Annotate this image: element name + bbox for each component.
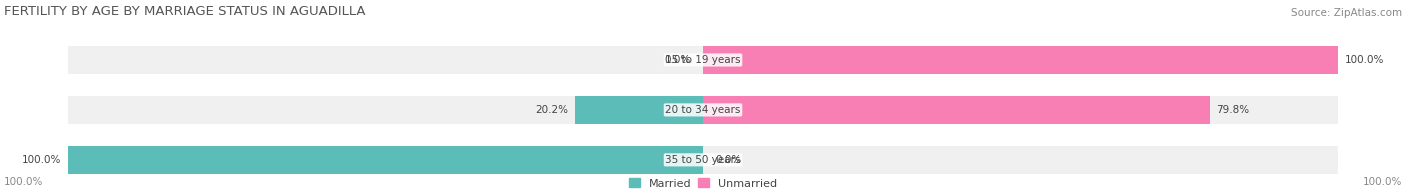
Text: FERTILITY BY AGE BY MARRIAGE STATUS IN AGUADILLA: FERTILITY BY AGE BY MARRIAGE STATUS IN A… — [4, 5, 366, 17]
Bar — [67, 146, 703, 174]
Bar — [703, 146, 1339, 174]
Text: 20 to 34 years: 20 to 34 years — [665, 105, 741, 115]
Bar — [67, 96, 703, 124]
Bar — [67, 46, 703, 74]
Text: 0.0%: 0.0% — [664, 55, 690, 65]
Bar — [575, 96, 703, 124]
Bar — [703, 96, 1339, 124]
Text: 15 to 19 years: 15 to 19 years — [665, 55, 741, 65]
Bar — [703, 46, 1339, 74]
Text: 35 to 50 years: 35 to 50 years — [665, 155, 741, 165]
Text: 20.2%: 20.2% — [536, 105, 568, 115]
Text: Source: ZipAtlas.com: Source: ZipAtlas.com — [1291, 7, 1402, 17]
Bar — [703, 96, 1211, 124]
Text: 0.0%: 0.0% — [716, 155, 742, 165]
Legend: Married, Unmarried: Married, Unmarried — [624, 174, 782, 193]
Text: 79.8%: 79.8% — [1216, 105, 1250, 115]
Text: 100.0%: 100.0% — [4, 177, 44, 187]
Text: 100.0%: 100.0% — [22, 155, 62, 165]
Bar — [703, 46, 1339, 74]
Text: 100.0%: 100.0% — [1362, 177, 1402, 187]
Bar — [67, 146, 703, 174]
Text: 100.0%: 100.0% — [1344, 55, 1384, 65]
